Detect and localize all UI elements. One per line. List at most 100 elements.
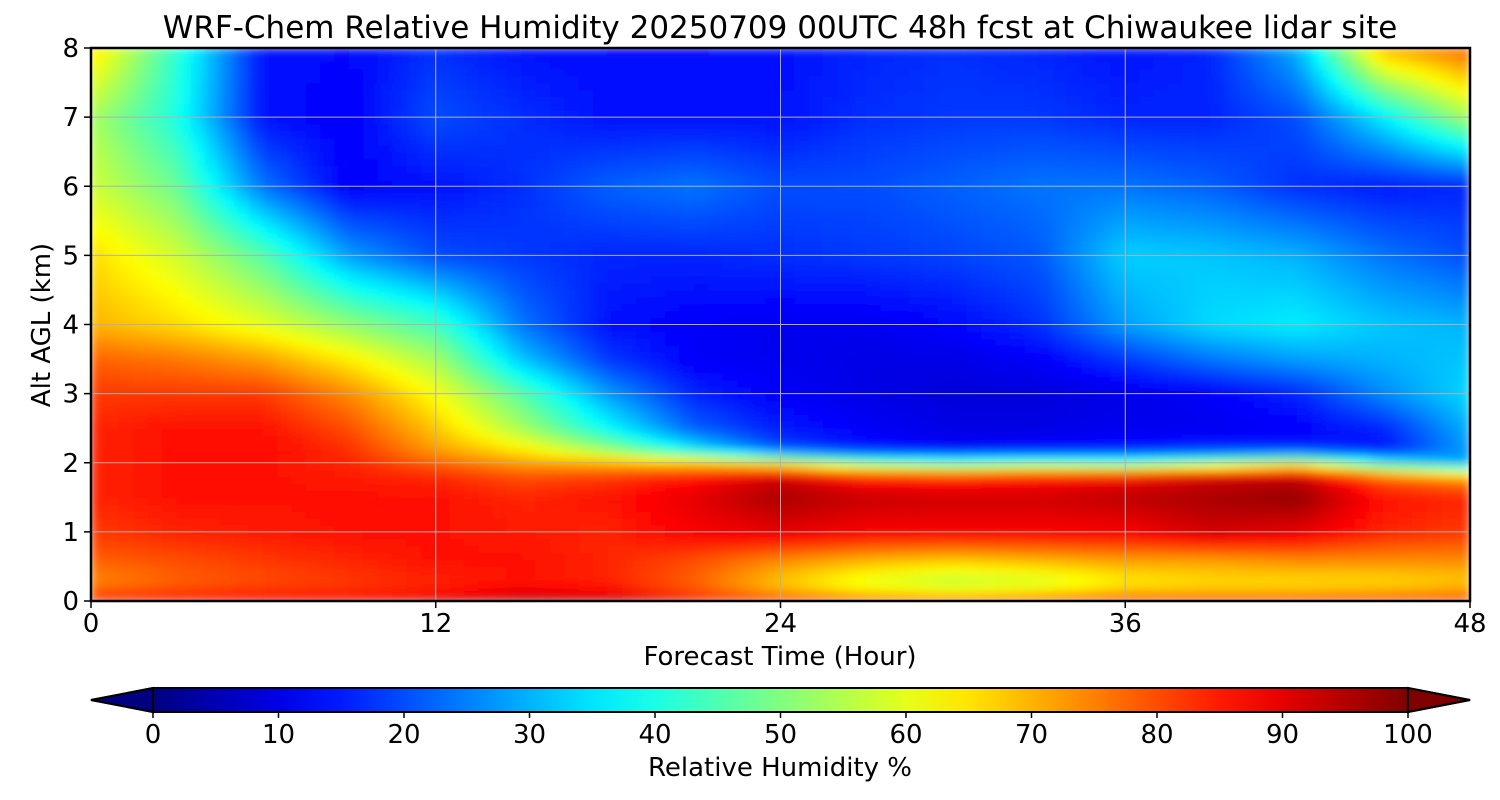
heatmap-cell	[1239, 427, 1256, 436]
heatmap-cell	[1052, 296, 1069, 305]
heatmap-cell	[650, 496, 667, 505]
heatmap-cell	[1440, 275, 1457, 284]
heatmap-cell	[894, 565, 911, 574]
heatmap-cell	[1110, 296, 1126, 305]
heatmap-cell	[822, 538, 839, 547]
heatmap-cell	[1038, 469, 1055, 478]
heatmap-cell	[1167, 558, 1184, 568]
heatmap-cell	[1455, 455, 1470, 464]
heatmap-cell	[722, 310, 739, 319]
heatmap-cell	[664, 330, 681, 339]
heatmap-cell	[190, 441, 207, 450]
heatmap-cell	[1182, 462, 1198, 471]
heatmap-cell	[564, 372, 580, 381]
heatmap-cell	[1110, 254, 1126, 263]
heatmap-cell	[636, 448, 652, 457]
heatmap-cell	[1167, 517, 1184, 526]
heatmap-cell	[578, 517, 595, 526]
heatmap-cell	[478, 510, 494, 519]
heatmap-cell	[1038, 289, 1055, 298]
heatmap-cell	[291, 441, 308, 450]
heatmap-cell	[162, 406, 178, 415]
heatmap-cell	[1167, 503, 1184, 512]
heatmap-cell	[1095, 254, 1112, 263]
heatmap-cell	[205, 517, 221, 526]
heatmap-cell	[1095, 558, 1112, 568]
heatmap-cell	[1024, 275, 1040, 284]
heatmap-cell	[1368, 545, 1385, 554]
heatmap-cell	[1455, 296, 1470, 305]
heatmap-cell	[1268, 399, 1284, 409]
heatmap-cell	[406, 510, 422, 519]
heatmap-cell	[1440, 469, 1457, 478]
heatmap-cell	[1282, 406, 1299, 415]
heatmap-cell	[1455, 254, 1470, 263]
heatmap-cell	[320, 517, 336, 526]
heatmap-cell	[866, 538, 882, 547]
heatmap-cell	[506, 386, 523, 395]
heatmap-cell	[1325, 572, 1342, 581]
heatmap-cell	[1411, 448, 1428, 457]
heatmap-cell	[162, 247, 178, 256]
heatmap-cell	[1225, 579, 1241, 588]
heatmap-cell	[593, 386, 609, 395]
heatmap-cell	[1397, 469, 1414, 478]
heatmap-cell	[995, 545, 1011, 554]
heatmap-cell	[1110, 469, 1126, 478]
heatmap-cell	[751, 393, 767, 402]
heatmap-cell	[1340, 330, 1356, 339]
heatmap-cell	[305, 261, 322, 270]
heatmap-cell	[722, 386, 739, 395]
heatmap-cell	[564, 351, 580, 360]
heatmap-cell	[981, 386, 997, 395]
heatmap-cell	[1182, 531, 1198, 540]
heatmap-cell	[119, 475, 135, 485]
heatmap-cell	[808, 275, 825, 284]
heatmap-cell	[794, 393, 810, 402]
heatmap-cell	[1397, 358, 1414, 367]
heatmap-cell	[133, 330, 150, 339]
heatmap-cell	[966, 344, 983, 353]
heatmap-cell	[392, 552, 408, 561]
heatmap-cell	[607, 399, 624, 409]
heatmap-cell	[377, 524, 394, 533]
heatmap-cell	[1139, 531, 1155, 540]
heatmap-cell	[1397, 552, 1414, 561]
heatmap-cell	[535, 434, 552, 443]
heatmap-cell	[392, 531, 408, 540]
heatmap-cell	[1038, 268, 1055, 277]
heatmap-cell	[363, 503, 379, 512]
heatmap-cell	[808, 565, 825, 574]
heatmap-cell	[866, 552, 882, 561]
heatmap-cell	[1340, 572, 1356, 581]
heatmap-cell	[320, 261, 336, 270]
heatmap-cell	[363, 261, 379, 270]
heatmap-cell	[995, 399, 1011, 409]
heatmap-cell	[779, 365, 796, 374]
heatmap-cell	[320, 351, 336, 360]
heatmap-cell	[1225, 455, 1241, 464]
heatmap-cell	[492, 337, 509, 346]
heatmap-cell	[1095, 365, 1112, 374]
heatmap-cell	[535, 351, 552, 360]
heatmap-cell	[808, 406, 825, 415]
heatmap-cell	[91, 441, 106, 450]
heatmap-cell	[334, 254, 351, 263]
heatmap-cell	[736, 406, 753, 415]
heatmap-cell	[291, 572, 308, 581]
heatmap-cell	[392, 406, 408, 415]
heatmap-cell	[147, 351, 164, 360]
heatmap-cell	[1095, 282, 1112, 291]
heatmap-cell	[1411, 358, 1428, 367]
heatmap-cell	[392, 427, 408, 436]
heatmap-cell	[305, 358, 322, 367]
heatmap-cell	[104, 531, 121, 540]
heatmap-cell	[1411, 524, 1428, 533]
heatmap-cell	[420, 379, 437, 388]
heatmap-cell	[205, 406, 221, 415]
heatmap-cell	[506, 579, 523, 588]
heatmap-cell	[420, 593, 437, 601]
heatmap-cell	[779, 344, 796, 353]
heatmap-cell	[406, 531, 422, 540]
heatmap-cell	[492, 572, 509, 581]
